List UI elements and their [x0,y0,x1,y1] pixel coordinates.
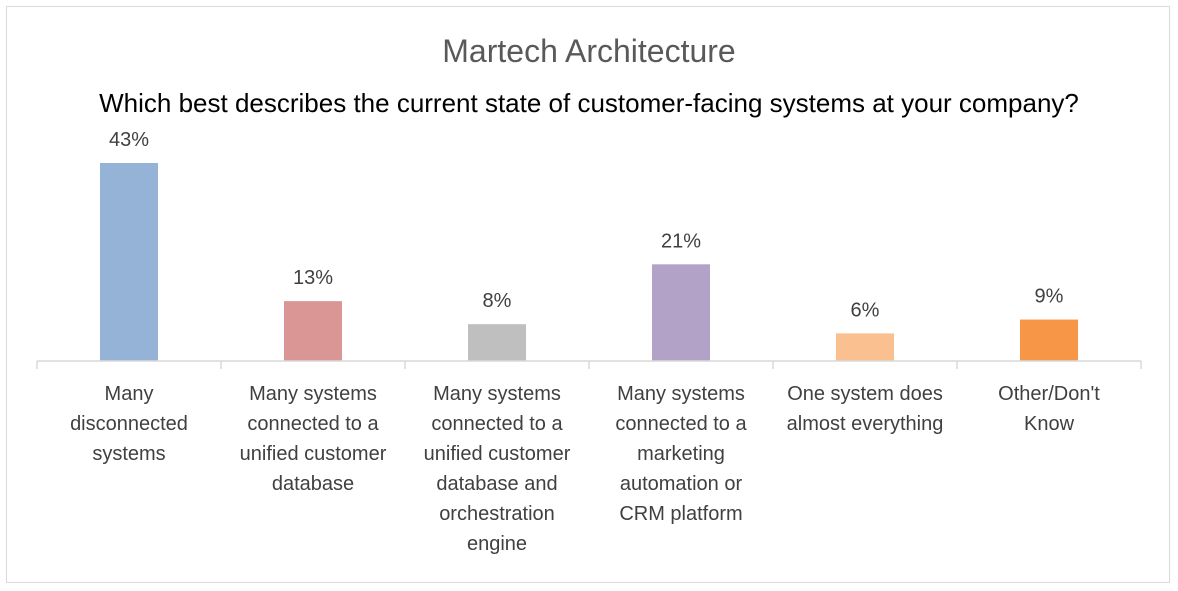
bar [100,163,158,361]
bar [1020,319,1078,361]
category-label: Other/Don't Know [998,383,1100,435]
category-label: Many systems connected to a unified custom… [424,383,571,555]
data-label: 13% [293,267,333,289]
x-axis [36,360,1142,369]
chart-subtitle: Which best describes the current state o… [99,88,1079,118]
category-label: Many disconnected systems [70,383,188,465]
chart-title: Martech Architecture [442,33,735,69]
chart-frame [6,6,1170,583]
data-label: 9% [1035,286,1064,308]
data-label: 43% [109,129,149,151]
data-label: 21% [661,230,701,252]
data-labels-group: 43% 13% 8% 21% 6% 9% [109,129,1064,321]
category-labels-group: Many disconnected systems Many systems conne… [70,383,1100,555]
bar [284,301,342,361]
category-label: Many systems connected to a marketing autom… [615,383,747,525]
bars-group [100,163,1078,361]
data-label: 8% [483,290,512,312]
data-label: 6% [851,299,880,321]
category-label: One system does almost everything [787,383,944,435]
category-label: Many systems connected to a unified custom… [240,383,387,495]
bar [836,333,894,361]
bar [652,264,710,361]
bar [468,324,526,361]
